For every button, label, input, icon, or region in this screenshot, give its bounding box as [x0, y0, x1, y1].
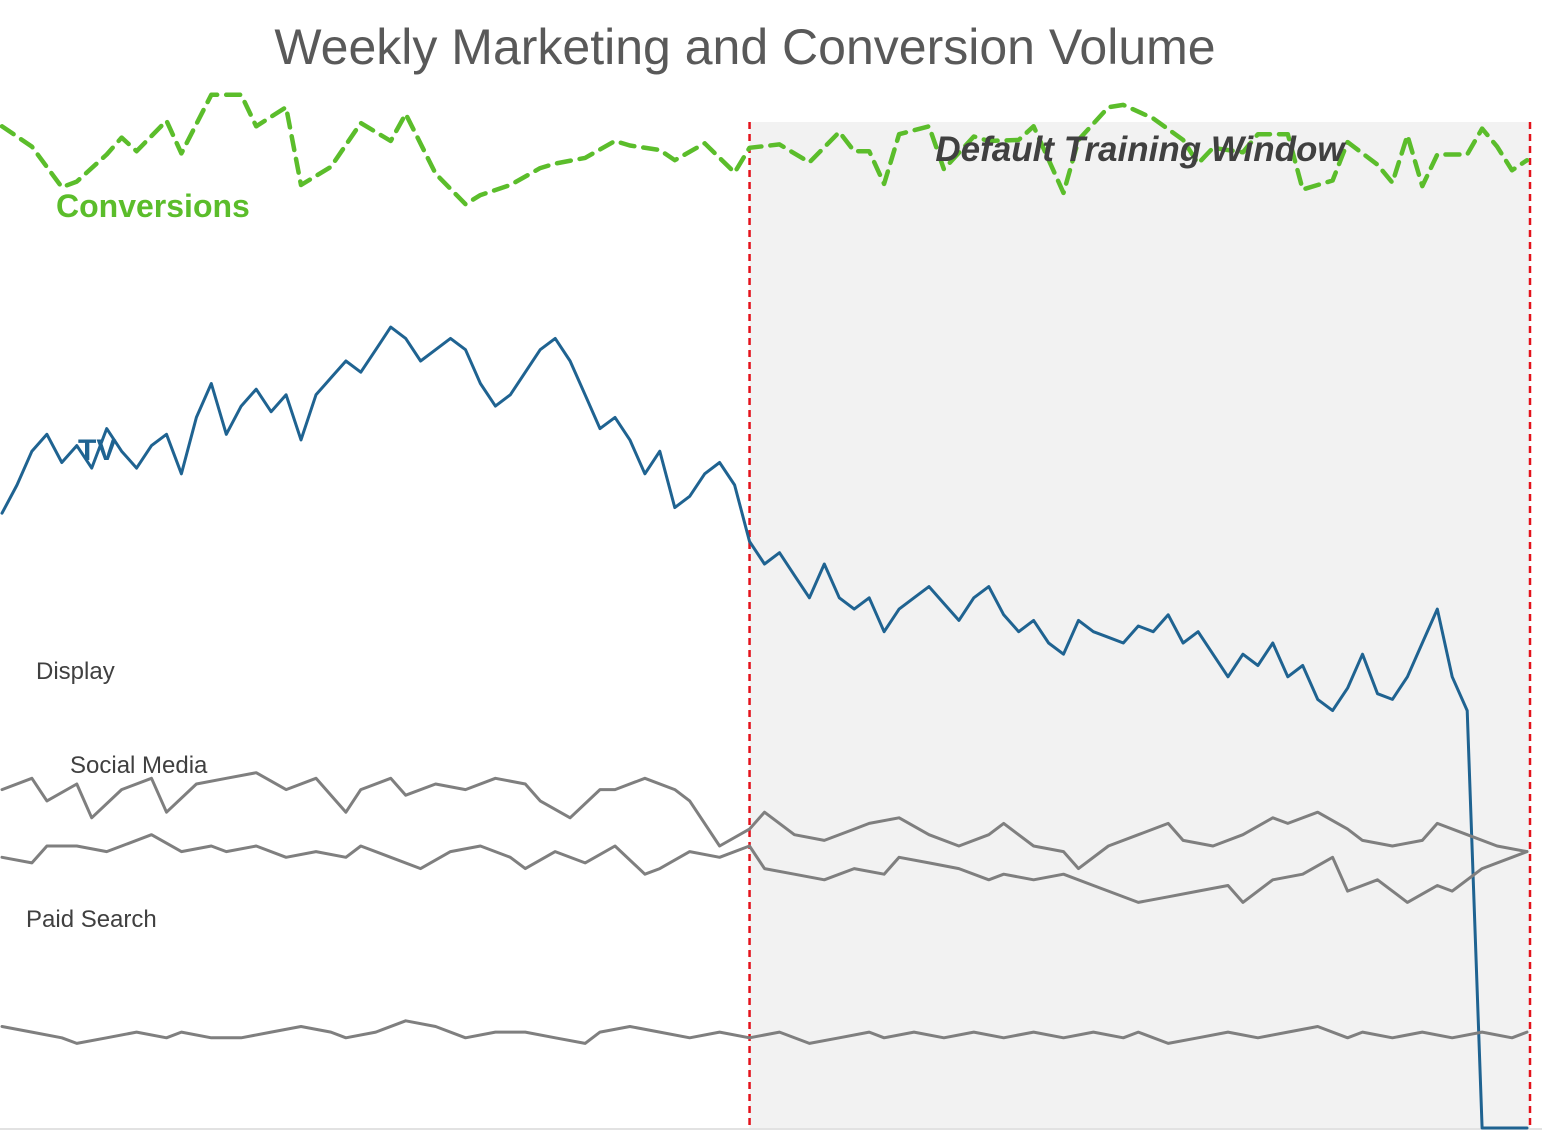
series-label-paid-search: Paid Search — [26, 906, 157, 933]
chart-title: Weekly Marketing and Conversion Volume — [274, 19, 1216, 75]
series-line-tv — [0, 325, 1529, 1130]
series-line-social-media — [0, 833, 1529, 904]
series-line-display — [0, 771, 1529, 871]
training-window-label: Default Training Window — [935, 130, 1345, 169]
series-label-social-media: Social Media — [70, 752, 208, 779]
series-label-conversions: Conversions — [56, 188, 250, 224]
series-label-display: Display — [36, 658, 115, 685]
series-label-tv: TV — [78, 434, 117, 467]
series-line-paid-search — [0, 1019, 1529, 1045]
series-line-conversions — [0, 92, 1530, 207]
